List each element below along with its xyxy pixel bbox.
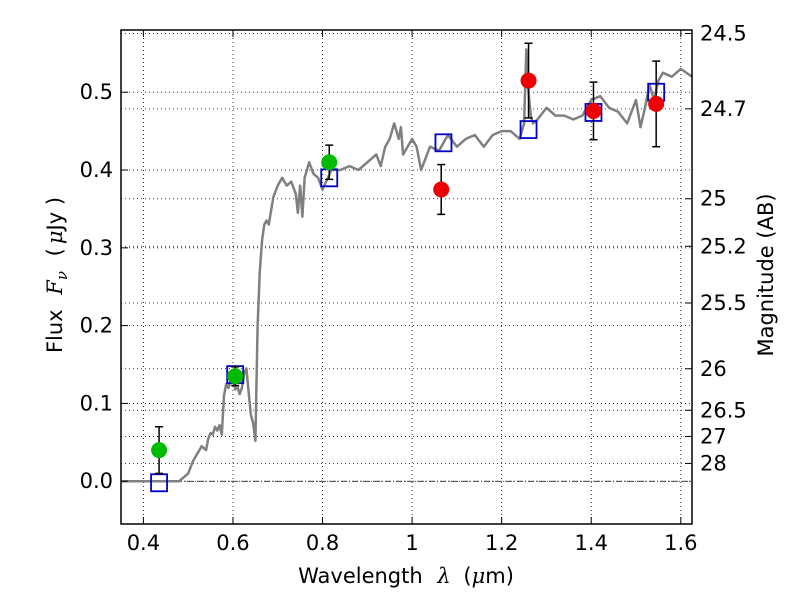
- y2-tick-label: 25.5: [700, 291, 747, 315]
- observed-flux-point: [585, 102, 602, 119]
- spectrum-line: [121, 48, 693, 483]
- observed-flux-point: [227, 368, 244, 385]
- y2-tick-label: 28: [700, 451, 727, 475]
- x-label-unit: m): [485, 564, 514, 588]
- x-tick-label: 0.8: [306, 531, 339, 555]
- x-tick-label: 1.6: [664, 531, 697, 555]
- x-label-open: (: [463, 564, 471, 588]
- data-markers: [150, 42, 666, 493]
- y2-tick-label: 24.5: [700, 22, 747, 46]
- y2-tick-label: 26.5: [700, 398, 747, 422]
- x-axis-label: Wavelength λ (μm): [298, 564, 514, 588]
- y-axis-label: Flux Fν ( μJy ): [43, 197, 72, 353]
- x-label-unit-symbol: μ: [472, 564, 486, 588]
- y-tick-label: 0.4: [80, 158, 113, 182]
- y-tick-label: 0.5: [80, 80, 113, 104]
- observed-flux-point: [520, 72, 537, 89]
- y-tick-label: 0.2: [80, 314, 113, 338]
- y2-tick-label: 24.7: [700, 97, 747, 121]
- observed-flux-point: [433, 181, 450, 198]
- y2-axis-label: Magnitude (AB): [754, 193, 778, 356]
- y-label-prefix: Flux: [43, 309, 67, 353]
- model-photometry-point: [434, 133, 453, 153]
- observed-flux-point: [648, 95, 665, 112]
- x-tick-label: 1: [405, 531, 418, 555]
- x-tick-label: 1.4: [575, 531, 608, 555]
- y2-tick-label: 27: [700, 424, 727, 448]
- observed-flux-point: [151, 442, 168, 459]
- x-tick-label: 0.6: [216, 531, 249, 555]
- axis-ticks: 0.4 0.6 0.8 1 1.2 1.4 1.6 0.0 0.1 0.2 0.3 0.4 0.5 24.…: [80, 22, 747, 555]
- y-tick-label: 0.1: [80, 391, 113, 415]
- x-label-symbol: λ: [436, 564, 450, 588]
- y-label-subscript: ν: [53, 271, 71, 280]
- model-spectrum: [121, 48, 693, 483]
- y2-tick-label: 26: [700, 357, 727, 381]
- x-tick-label: 1.2: [485, 531, 518, 555]
- x-label-prefix: Wavelength: [298, 564, 423, 588]
- x-tick-label: 0.4: [127, 531, 160, 555]
- y-label-symbol: F: [43, 279, 67, 296]
- model-photometry-point: [519, 120, 538, 139]
- y2-tick-label: 25.2: [700, 234, 747, 258]
- y-tick-label: 0.0: [80, 469, 113, 493]
- plot-frame: [120, 29, 693, 525]
- y-tick-label: 0.3: [80, 236, 113, 260]
- y-label-unit: Jy ): [43, 197, 67, 233]
- y-label-unit-symbol: μ: [43, 230, 67, 244]
- observed-flux-point: [321, 154, 338, 171]
- y-label-open: (: [43, 248, 67, 256]
- model-photometry-point: [150, 473, 168, 493]
- y2-tick-label: 25: [700, 187, 727, 211]
